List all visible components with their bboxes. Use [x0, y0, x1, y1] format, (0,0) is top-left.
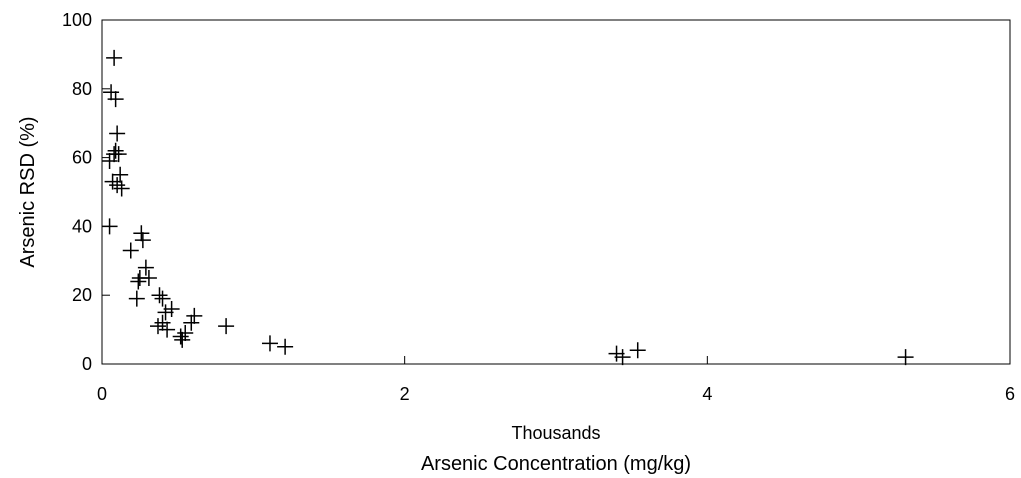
y-tick-label: 100 — [62, 10, 92, 30]
data-point — [106, 49, 123, 66]
data-point — [183, 314, 200, 331]
y-tick-label: 40 — [72, 216, 92, 236]
data-point — [128, 290, 145, 307]
data-point — [154, 290, 171, 307]
data-point — [629, 342, 646, 359]
data-point — [113, 180, 130, 197]
data-point — [137, 259, 154, 276]
data-point — [101, 218, 118, 235]
data-point — [163, 300, 180, 317]
data-point — [149, 318, 166, 335]
data-point — [172, 328, 189, 345]
x-axis-ticks: 0 2 4 6 — [97, 356, 1015, 404]
data-point — [104, 173, 121, 190]
x-axis-title: Arsenic Concentration (mg/kg) — [421, 453, 691, 475]
data-point — [614, 349, 631, 366]
x-tick-label: 4 — [702, 384, 712, 404]
data-point — [159, 321, 176, 338]
data-point — [897, 349, 914, 366]
data-point — [261, 335, 278, 352]
data-point — [107, 91, 124, 108]
data-point — [101, 153, 118, 170]
x-tick-label: 6 — [1005, 384, 1015, 404]
y-tick-label: 20 — [72, 285, 92, 305]
data-point — [174, 331, 191, 348]
data-point — [218, 318, 235, 335]
data-point — [140, 270, 157, 286]
x-axis-unit-label: Thousands — [511, 423, 600, 443]
data-point — [133, 225, 150, 242]
x-tick-label: 0 — [97, 384, 107, 404]
data-points — [101, 49, 914, 366]
y-axis-title: Arsenic RSD (%) — [17, 116, 39, 267]
y-axis-ticks: 0 20 40 60 80 100 — [62, 10, 110, 374]
data-point — [154, 314, 171, 331]
data-point — [112, 166, 129, 183]
data-point — [186, 307, 203, 324]
data-point — [134, 232, 151, 249]
data-point — [103, 84, 120, 101]
data-point — [177, 325, 194, 342]
data-point — [277, 338, 294, 355]
data-point — [122, 242, 139, 259]
y-tick-label: 0 — [82, 354, 92, 374]
data-point — [110, 146, 127, 163]
plot-area — [101, 19, 1011, 365]
y-tick-label: 80 — [72, 79, 92, 99]
data-point — [151, 287, 168, 304]
data-point — [107, 142, 124, 159]
data-point — [109, 125, 126, 142]
y-tick-label: 60 — [72, 148, 92, 168]
data-point — [109, 177, 126, 194]
x-tick-label: 2 — [400, 384, 410, 404]
data-point — [130, 273, 147, 290]
